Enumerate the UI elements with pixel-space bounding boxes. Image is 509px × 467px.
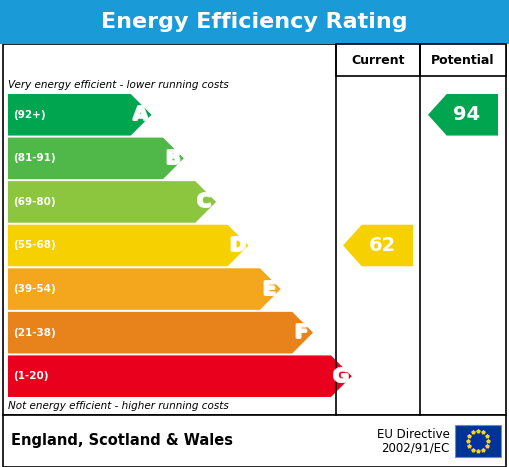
- Text: C: C: [196, 193, 211, 212]
- Text: F: F: [293, 322, 306, 341]
- Text: F: F: [295, 322, 308, 341]
- Text: A: A: [132, 105, 147, 124]
- Text: F: F: [294, 323, 307, 342]
- Text: G: G: [332, 367, 348, 386]
- Text: G: G: [334, 368, 350, 387]
- Bar: [455, 425, 501, 457]
- Text: D: D: [231, 235, 247, 254]
- Text: 94: 94: [454, 105, 480, 124]
- Bar: [0, 0, 509, 44]
- Text: A: A: [134, 106, 149, 125]
- Bar: [3, 415, 506, 467]
- Text: D: D: [230, 235, 246, 254]
- Text: B: B: [164, 148, 179, 167]
- Polygon shape: [8, 312, 313, 354]
- Text: E: E: [261, 281, 274, 299]
- Bar: [3, 44, 506, 415]
- Text: (92+): (92+): [13, 110, 46, 120]
- Text: C: C: [197, 193, 212, 212]
- Text: D: D: [229, 236, 245, 255]
- Text: B: B: [165, 150, 180, 169]
- Text: Potential: Potential: [431, 54, 495, 66]
- Text: G: G: [333, 368, 349, 387]
- Text: A: A: [133, 104, 148, 123]
- Text: B: B: [166, 150, 181, 169]
- Polygon shape: [8, 355, 352, 397]
- Text: (69-80): (69-80): [13, 197, 55, 207]
- Text: C: C: [199, 192, 213, 212]
- Text: E: E: [261, 280, 274, 298]
- Text: A: A: [132, 104, 147, 123]
- Text: 2002/91/EC: 2002/91/EC: [382, 441, 450, 454]
- Text: E: E: [262, 280, 275, 298]
- Text: G: G: [333, 366, 349, 385]
- Text: D: D: [231, 237, 247, 256]
- Text: (39-54): (39-54): [13, 284, 56, 294]
- Text: D: D: [229, 235, 245, 254]
- Text: (55-68): (55-68): [13, 241, 56, 250]
- Text: C: C: [196, 191, 211, 211]
- Text: F: F: [294, 324, 307, 343]
- Text: EU Directive: EU Directive: [377, 427, 450, 440]
- Bar: [420, 44, 506, 76]
- Text: E: E: [261, 279, 274, 297]
- Text: C: C: [197, 192, 212, 212]
- Text: F: F: [294, 322, 307, 341]
- Text: Energy Efficiency Rating: Energy Efficiency Rating: [101, 12, 408, 32]
- Text: B: B: [165, 148, 180, 167]
- Polygon shape: [343, 225, 413, 266]
- Text: A: A: [133, 105, 148, 124]
- Text: F: F: [295, 324, 308, 343]
- Text: Current: Current: [351, 54, 405, 66]
- Text: F: F: [295, 323, 308, 342]
- Text: (81-91): (81-91): [13, 153, 55, 163]
- Text: A: A: [134, 105, 149, 124]
- Text: 62: 62: [369, 236, 395, 255]
- Text: B: B: [164, 150, 179, 169]
- Text: C: C: [199, 193, 213, 212]
- Polygon shape: [8, 94, 152, 135]
- Polygon shape: [8, 225, 248, 266]
- Text: A: A: [132, 106, 147, 125]
- Text: E: E: [262, 279, 275, 297]
- Text: G: G: [334, 366, 350, 385]
- Bar: [336, 44, 420, 76]
- Text: E: E: [263, 279, 276, 297]
- Text: G: G: [334, 367, 350, 386]
- Text: (21-38): (21-38): [13, 328, 56, 338]
- Polygon shape: [8, 268, 281, 310]
- Text: D: D: [231, 236, 247, 255]
- Text: Not energy efficient - higher running costs: Not energy efficient - higher running co…: [8, 401, 229, 411]
- Polygon shape: [8, 138, 184, 179]
- Text: E: E: [263, 281, 276, 299]
- Text: B: B: [166, 149, 181, 168]
- Text: C: C: [197, 191, 212, 211]
- Text: (1-20): (1-20): [13, 371, 48, 381]
- Text: B: B: [165, 149, 180, 168]
- Text: G: G: [332, 368, 348, 387]
- Text: B: B: [164, 149, 179, 168]
- Text: A: A: [133, 106, 148, 125]
- Text: England, Scotland & Wales: England, Scotland & Wales: [11, 433, 233, 448]
- Text: A: A: [134, 104, 149, 123]
- Text: C: C: [199, 191, 213, 211]
- Text: C: C: [196, 192, 211, 212]
- Text: F: F: [293, 323, 306, 342]
- Polygon shape: [8, 181, 216, 223]
- Text: E: E: [263, 280, 276, 298]
- Text: E: E: [262, 281, 275, 299]
- Text: F: F: [293, 324, 306, 343]
- Polygon shape: [428, 94, 498, 135]
- Text: G: G: [333, 367, 349, 386]
- Text: D: D: [230, 237, 246, 256]
- Text: B: B: [166, 148, 181, 167]
- Text: D: D: [230, 236, 246, 255]
- Text: D: D: [229, 237, 245, 256]
- Text: G: G: [332, 366, 348, 385]
- Text: Very energy efficient - lower running costs: Very energy efficient - lower running co…: [8, 80, 229, 90]
